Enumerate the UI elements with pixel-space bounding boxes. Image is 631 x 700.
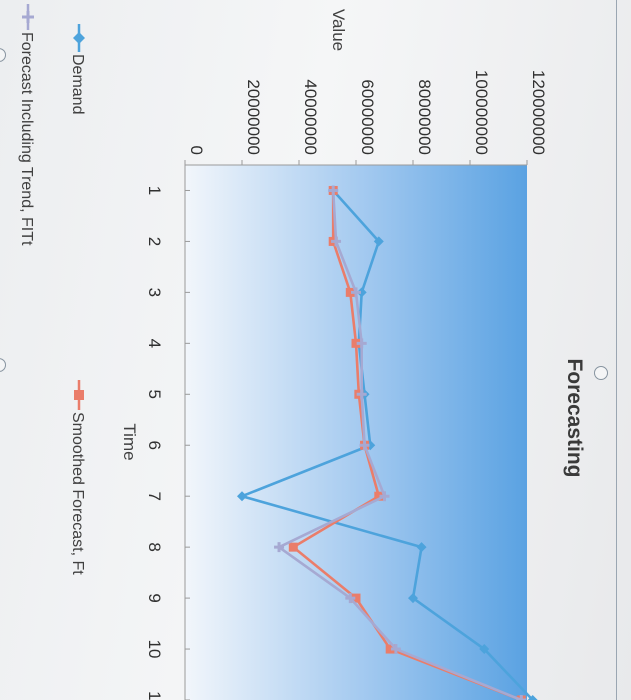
data-point-trend — [516, 695, 527, 700]
legend-label-demand: Demand — [69, 54, 86, 114]
data-point-demand — [527, 695, 538, 700]
legend-marker-trend — [22, 11, 34, 23]
legend-label-smoothed: Smoothed Forecast, Ft — [69, 412, 86, 575]
resize-handle-top[interactable] — [594, 366, 608, 380]
chart-title: Forecasting — [563, 358, 586, 477]
legend: Demand Smoothed Forecast, Ft Forecast In… — [18, 4, 86, 575]
data-point-smoothed — [351, 593, 361, 603]
data-point-trend — [379, 491, 390, 502]
time-tick-label: 2 — [145, 237, 164, 246]
value-tick-label: 40000000 — [301, 79, 320, 155]
data-point-trend — [274, 542, 285, 553]
value-tick-label: 20000000 — [244, 79, 263, 155]
data-point-demand — [373, 236, 384, 247]
data-point-demand — [356, 287, 367, 298]
value-tick-label: 60000000 — [358, 79, 377, 155]
data-point-smoothed — [351, 338, 361, 348]
time-tick-label: 8 — [145, 542, 164, 551]
time-tick-label: 9 — [145, 593, 164, 602]
legend-marker-smoothed — [74, 390, 84, 400]
data-point-trend — [328, 185, 339, 196]
data-point-trend — [359, 440, 370, 451]
y-axis-title: Value — [329, 9, 348, 51]
time-tick-label: 6 — [145, 441, 164, 450]
legend-marker-demand — [73, 32, 85, 44]
data-point-demand — [408, 593, 418, 604]
data-point-demand — [416, 542, 427, 553]
time-tick-label: 11 — [145, 691, 164, 700]
data-point-smoothed — [345, 287, 355, 297]
data-point-smoothed — [385, 644, 395, 654]
data-point-trend — [345, 593, 356, 604]
data-point-trend — [331, 236, 342, 247]
plot-area — [185, 165, 527, 700]
value-tick-label: 100000000 — [472, 70, 491, 155]
time-tick-label: 1 — [145, 186, 164, 195]
data-point-demand — [479, 644, 490, 655]
data-point-trend — [356, 389, 367, 400]
data-point-smoothed — [374, 491, 384, 501]
data-point-trend — [356, 338, 367, 349]
time-tick-label: 7 — [145, 491, 164, 500]
time-tick-label: 4 — [145, 339, 164, 348]
value-tick-label: 120000000 — [529, 70, 548, 155]
legend-entry-demand: Demand — [69, 24, 86, 114]
data-point-demand — [237, 491, 247, 502]
time-tick-label: 10 — [145, 640, 164, 659]
time-tick-label: 3 — [145, 288, 164, 297]
legend-entry-smoothed: Smoothed Forecast, Ft — [69, 380, 86, 575]
x-axis-title: Time — [120, 423, 139, 460]
legend-entry-trend: Forecast Including Trend, FITt — [18, 4, 35, 246]
data-point-trend — [351, 287, 361, 298]
chart-frame-border — [616, 0, 617, 700]
value-tick-label: 0 — [187, 146, 206, 155]
value-tick-label: 80000000 — [415, 79, 434, 155]
time-tick-label: 5 — [145, 390, 164, 399]
data-point-trend — [390, 644, 401, 655]
legend-label-trend: Forecast Including Trend, FITt — [18, 32, 35, 246]
data-point-smoothed — [288, 542, 298, 552]
